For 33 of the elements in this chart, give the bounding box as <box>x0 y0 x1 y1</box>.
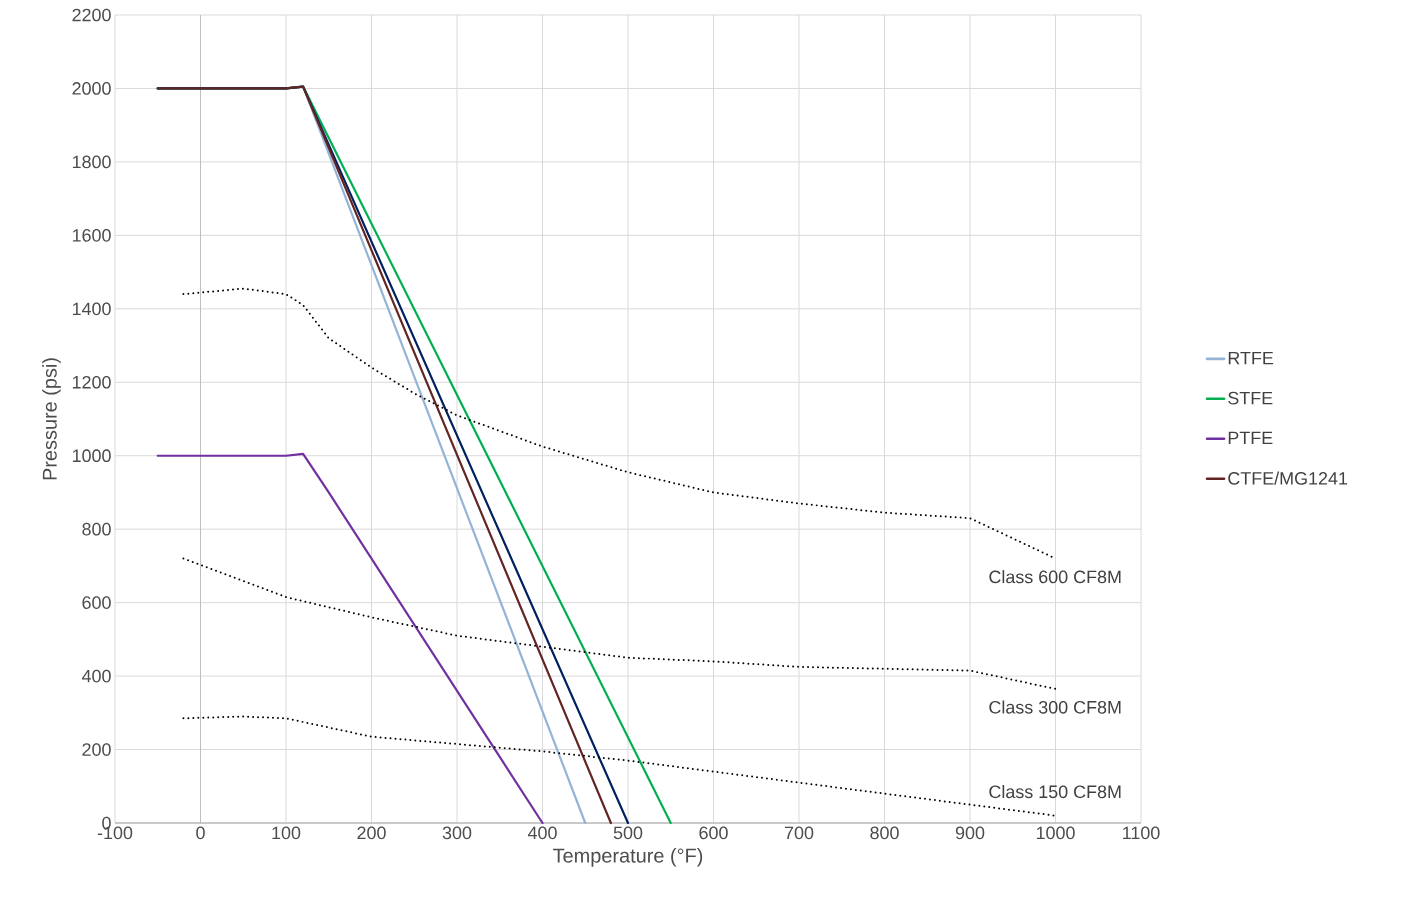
x-tick-label: 100 <box>272 826 301 840</box>
x-tick-label: 1000 <box>1036 826 1075 840</box>
x-tick-label: 700 <box>784 826 814 840</box>
y-tick-label: 1200 <box>72 375 111 389</box>
x-tick-label: 800 <box>870 826 899 840</box>
x-tick-label: 500 <box>613 826 643 840</box>
y-tick-label: 1000 <box>72 449 111 463</box>
y-tick-label: 2000 <box>72 82 111 95</box>
x-tick-label: 200 <box>357 826 386 840</box>
legend-label: RTFE <box>1228 351 1274 365</box>
x-tick-label: 1100 <box>1123 826 1160 840</box>
legend-label: CTFE/MG1241 <box>1228 471 1348 485</box>
y-tick-label: 400 <box>81 669 111 683</box>
x-tick-label: 900 <box>955 826 985 840</box>
x-tick-label: 300 <box>442 826 472 840</box>
y-tick-label: 600 <box>82 596 111 609</box>
y-tick-label: 1800 <box>72 155 111 169</box>
legend-label: STFE <box>1228 391 1273 405</box>
y-tick-label: 1600 <box>72 229 111 242</box>
legend-label: PTFE <box>1228 431 1273 445</box>
series-label: Class 600 CF8M <box>989 570 1121 584</box>
y-axis-title: Pressure (psi) <box>42 358 61 480</box>
y-tick-label: 800 <box>82 522 111 536</box>
series-label: Class 150 CF8M <box>989 784 1121 799</box>
x-tick-label: 400 <box>527 826 557 840</box>
y-tick-label: 1400 <box>72 302 111 316</box>
x-tick-label: 0 <box>196 826 205 840</box>
x-tick-label: 600 <box>699 826 728 840</box>
x-axis-title: Temperature (°F) <box>553 848 703 867</box>
series-label: Class 300 CF8M <box>989 700 1121 714</box>
line-series <box>156 452 544 825</box>
y-tick-label: 2200 <box>72 8 111 22</box>
y-tick-label: 200 <box>82 743 111 756</box>
